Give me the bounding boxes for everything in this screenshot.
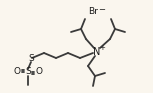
Text: Br: Br	[88, 7, 98, 16]
Text: N: N	[93, 47, 101, 57]
Text: S: S	[28, 53, 34, 62]
Text: O: O	[13, 68, 21, 77]
Text: O: O	[35, 68, 43, 77]
Text: S: S	[25, 68, 31, 77]
Text: −: −	[99, 5, 106, 15]
Text: +: +	[99, 45, 105, 51]
